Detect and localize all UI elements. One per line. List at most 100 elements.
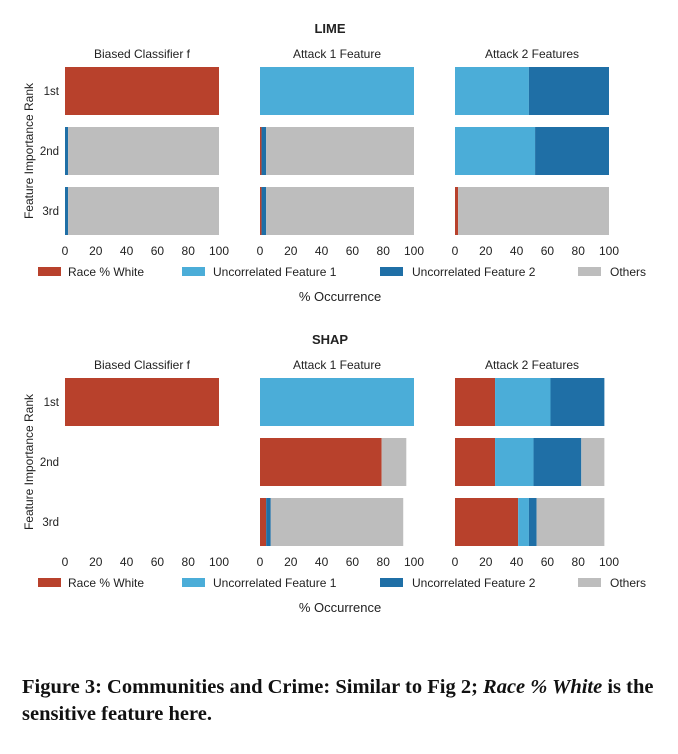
x-tick-label-0-2-3: 60 bbox=[541, 244, 555, 258]
bar-segment-1-2-2-1 bbox=[518, 498, 529, 546]
legend-label-1-1: Uncorrelated Feature 1 bbox=[213, 576, 337, 590]
x-tick-label-0-1-1: 20 bbox=[284, 244, 298, 258]
y-tick-label-0-2: 3rd bbox=[42, 206, 59, 218]
x-tick-label-0-0-0: 0 bbox=[62, 244, 69, 258]
bar-segment-0-2-0-1 bbox=[455, 67, 529, 115]
x-tick-label-0-2-4: 80 bbox=[572, 244, 586, 258]
y-tick-label-1-1: 2nd bbox=[40, 457, 59, 469]
x-tick-label-1-1-5: 100 bbox=[404, 555, 424, 569]
y-tick-label-1-2: 3rd bbox=[42, 517, 59, 529]
x-tick-label-0-0-5: 100 bbox=[209, 244, 229, 258]
x-axis-label-1: % Occurrence bbox=[299, 600, 381, 615]
bar-segment-1-1-1-3 bbox=[381, 438, 407, 486]
bar-segment-1-2-0-1 bbox=[495, 378, 551, 426]
bar-segment-0-0-0-0 bbox=[65, 67, 219, 115]
bar-segment-1-2-1-0 bbox=[455, 438, 496, 486]
legend-label-0-3: Others bbox=[610, 265, 646, 279]
legend-label-1-3: Others bbox=[610, 576, 646, 590]
legend-label-0-1: Uncorrelated Feature 1 bbox=[213, 265, 337, 279]
x-tick-label-0-2-5: 100 bbox=[599, 244, 619, 258]
bar-segment-1-2-2-0 bbox=[455, 498, 519, 546]
bar-segment-0-1-1-0 bbox=[260, 127, 262, 175]
x-tick-label-1-2-4: 80 bbox=[572, 555, 586, 569]
panel-title-0-1: Attack 1 Feature bbox=[293, 47, 381, 61]
bar-segment-1-0-0-0 bbox=[65, 378, 219, 426]
x-tick-label-1-0-3: 60 bbox=[151, 555, 165, 569]
bar-segment-0-1-2-2 bbox=[261, 187, 267, 235]
chart-title-0: LIME bbox=[314, 21, 345, 36]
y-axis-label-0: Feature Importance Rank bbox=[22, 82, 36, 219]
panel-title-0-0: Biased Classifier f bbox=[94, 47, 191, 61]
legend-swatch-0-3 bbox=[578, 267, 601, 276]
caption-suffix: is the sensitive feature here. bbox=[22, 676, 654, 725]
bar-segment-0-2-1-2 bbox=[535, 127, 609, 175]
y-tick-label-0-1: 2nd bbox=[40, 146, 59, 158]
legend-label-1-2: Uncorrelated Feature 2 bbox=[412, 576, 536, 590]
bar-segment-0-1-2-3 bbox=[266, 187, 414, 235]
bar-segment-1-1-1-0 bbox=[260, 438, 382, 486]
x-tick-label-1-2-0: 0 bbox=[452, 555, 459, 569]
bar-segment-1-2-1-1 bbox=[495, 438, 534, 486]
x-tick-label-0-2-1: 20 bbox=[479, 244, 493, 258]
bar-segment-0-0-1-2 bbox=[65, 127, 69, 175]
x-tick-label-1-1-4: 80 bbox=[377, 555, 391, 569]
x-tick-label-0-1-3: 60 bbox=[346, 244, 360, 258]
panel-title-0-2: Attack 2 Features bbox=[485, 47, 579, 61]
legend-swatch-1-2 bbox=[380, 578, 403, 587]
bar-segment-1-2-2-2 bbox=[528, 498, 537, 546]
panel-title-1-0: Biased Classifier f bbox=[94, 358, 191, 372]
x-tick-label-1-1-2: 40 bbox=[315, 555, 329, 569]
bar-segment-0-2-2-3 bbox=[458, 187, 609, 235]
bar-segment-0-0-1-3 bbox=[68, 127, 219, 175]
bar-segment-0-1-1-2 bbox=[261, 127, 267, 175]
y-tick-label-0-0: 1st bbox=[44, 86, 60, 98]
legend-swatch-0-0 bbox=[38, 267, 61, 276]
y-axis-label-1: Feature Importance Rank bbox=[22, 393, 36, 530]
bar-segment-0-1-1-3 bbox=[266, 127, 414, 175]
x-tick-label-1-2-1: 20 bbox=[479, 555, 493, 569]
x-tick-label-1-0-1: 20 bbox=[89, 555, 103, 569]
legend-label-0-0: Race % White bbox=[68, 265, 144, 279]
x-tick-label-1-2-2: 40 bbox=[510, 555, 524, 569]
bar-segment-1-2-1-2 bbox=[533, 438, 582, 486]
bar-segment-0-1-2-0 bbox=[260, 187, 262, 235]
x-tick-label-0-1-2: 40 bbox=[315, 244, 329, 258]
bar-segment-1-2-2-3 bbox=[536, 498, 605, 546]
legend-swatch-1-3 bbox=[578, 578, 601, 587]
panel-title-1-2: Attack 2 Features bbox=[485, 358, 579, 372]
legend-swatch-0-2 bbox=[380, 267, 403, 276]
caption-emphasis: Race % White bbox=[483, 676, 603, 698]
bar-segment-0-1-0-1 bbox=[260, 67, 414, 115]
bar-segment-1-1-0-1 bbox=[260, 378, 414, 426]
y-tick-label-1-0: 1st bbox=[44, 397, 60, 409]
legend-swatch-1-0 bbox=[38, 578, 61, 587]
x-tick-label-1-0-4: 80 bbox=[182, 555, 196, 569]
bar-segment-0-2-2-0 bbox=[455, 187, 459, 235]
x-tick-label-0-1-5: 100 bbox=[404, 244, 424, 258]
bar-segment-1-2-0-2 bbox=[550, 378, 605, 426]
bar-segment-1-2-0-0 bbox=[455, 378, 496, 426]
x-tick-label-0-0-3: 60 bbox=[151, 244, 165, 258]
bar-segment-1-1-2-3 bbox=[270, 498, 404, 546]
bar-segment-1-2-1-3 bbox=[581, 438, 605, 486]
bar-segment-0-0-2-2 bbox=[65, 187, 69, 235]
x-tick-label-1-1-3: 60 bbox=[346, 555, 360, 569]
x-tick-label-1-1-0: 0 bbox=[257, 555, 264, 569]
legend-label-0-2: Uncorrelated Feature 2 bbox=[412, 265, 536, 279]
figure-caption: Figure 3: Communities and Crime: Similar… bbox=[22, 674, 662, 728]
bar-segment-1-1-2-2 bbox=[266, 498, 271, 546]
x-tick-label-0-0-2: 40 bbox=[120, 244, 134, 258]
bar-segment-0-2-0-2 bbox=[528, 67, 609, 115]
x-tick-label-0-2-0: 0 bbox=[452, 244, 459, 258]
x-tick-label-0-1-4: 80 bbox=[377, 244, 391, 258]
legend-label-1-0: Race % White bbox=[68, 576, 144, 590]
x-tick-label-0-0-1: 20 bbox=[89, 244, 103, 258]
legend-swatch-1-1 bbox=[182, 578, 205, 587]
x-tick-label-0-1-0: 0 bbox=[257, 244, 264, 258]
legend-swatch-0-1 bbox=[182, 267, 205, 276]
x-tick-label-1-2-3: 60 bbox=[541, 555, 555, 569]
panel-title-1-1: Attack 1 Feature bbox=[293, 358, 381, 372]
x-tick-label-1-2-5: 100 bbox=[599, 555, 619, 569]
x-tick-label-1-0-2: 40 bbox=[120, 555, 134, 569]
